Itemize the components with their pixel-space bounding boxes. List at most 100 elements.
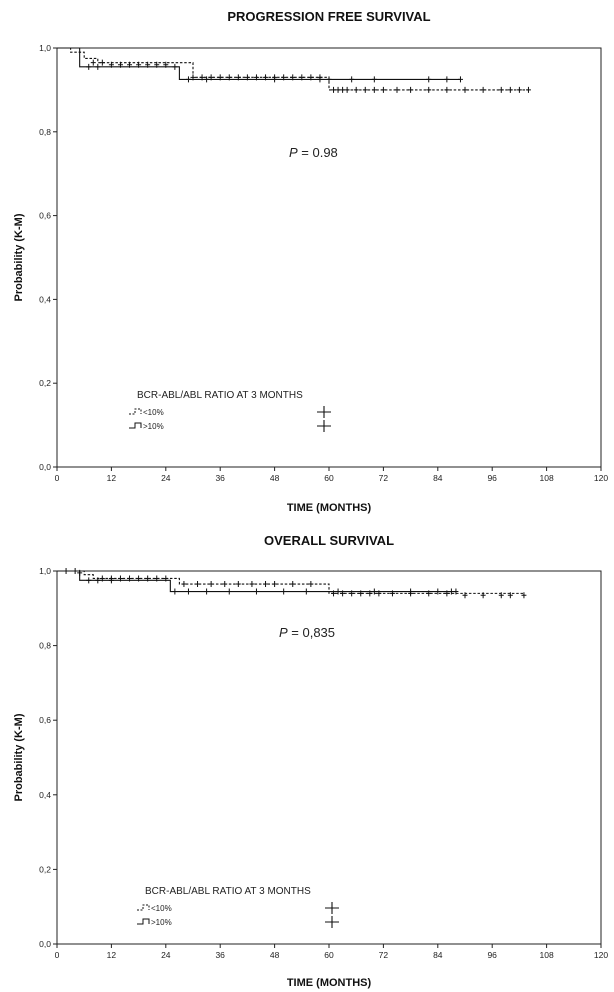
x-tick-label: 96 <box>487 473 497 483</box>
censor-mark <box>95 577 101 584</box>
x-tick-label: 108 <box>540 473 554 483</box>
censor-mark <box>344 86 350 93</box>
censor-mark <box>326 76 332 83</box>
censor-mark <box>235 581 241 588</box>
legend-entry-label: >10% <box>151 918 172 927</box>
censor-mark <box>303 588 309 595</box>
x-tick-label: 72 <box>379 473 389 483</box>
y-tick-label: 1,0 <box>39 43 51 53</box>
x-tick-label: 108 <box>540 950 554 960</box>
p-value-text: = 0.98 <box>298 145 338 160</box>
censor-mark <box>90 59 96 66</box>
censor-mark <box>272 76 278 83</box>
overall-survival-chart: OVERALL SURVIVAL 0 12 24 36 48 60 72 84 96 108 120 0… <box>13 533 608 989</box>
x-tick-label: 84 <box>433 950 443 960</box>
censor-mark <box>308 581 314 588</box>
censor-mark <box>426 76 432 83</box>
censor-mark <box>394 86 400 93</box>
y-tick-label: 0,8 <box>39 641 51 651</box>
y-tick-label: 0,0 <box>39 462 51 472</box>
y-tick-label: 0,6 <box>39 211 51 221</box>
y-tick-label: 1,0 <box>39 566 51 576</box>
x-tick-label: 24 <box>161 473 171 483</box>
censor-mark <box>185 76 191 83</box>
censor-mark <box>444 86 450 93</box>
censor-mark <box>253 588 259 595</box>
x-tick-label: 96 <box>487 950 497 960</box>
censor-mark <box>95 63 101 70</box>
censor-mark <box>108 577 114 584</box>
censor-mark <box>335 86 341 93</box>
x-tick-label: 24 <box>161 950 171 960</box>
legend-censor-sample <box>317 406 331 418</box>
censor-mark <box>208 581 214 588</box>
censor-mark <box>349 76 355 83</box>
x-tick-label: 60 <box>324 473 334 483</box>
legend-censor-sample <box>325 902 339 914</box>
x-tick-label: 48 <box>270 950 280 960</box>
censor-mark <box>516 86 522 93</box>
x-tick-label: 120 <box>594 950 608 960</box>
x-tick-label: 60 <box>324 950 334 960</box>
x-tick-label: 120 <box>594 473 608 483</box>
x-tick-label: 0 <box>55 950 60 960</box>
censor-mark <box>521 592 527 599</box>
chart-title: PROGRESSION FREE SURVIVAL <box>227 9 430 24</box>
censor-mark <box>498 592 504 599</box>
censor-mark <box>371 76 377 83</box>
x-tick-label: 0 <box>55 473 60 483</box>
x-tick-label: 12 <box>107 950 117 960</box>
y-tick-label: 0,6 <box>39 715 51 725</box>
censor-mark <box>408 588 414 595</box>
censor-mark <box>525 86 531 93</box>
progression-free-survival-chart: PROGRESSION FREE SURVIVAL 0 12 24 36 48 60 72 84… <box>13 9 608 514</box>
plot-frame <box>56 47 602 468</box>
censor-mark <box>340 86 346 93</box>
censor-mark <box>222 581 228 588</box>
survival-curve-lt10 <box>57 47 529 91</box>
censor-mark <box>86 63 92 70</box>
censor-mark <box>507 86 513 93</box>
censor-mark <box>371 588 377 595</box>
survival-curve-gt10 <box>57 570 456 593</box>
y-tick-label: 0,4 <box>39 790 51 800</box>
censor-mark <box>380 86 386 93</box>
y-tick-label: 0,0 <box>39 939 51 949</box>
censor-mark <box>448 588 454 595</box>
p-value-symbol: P <box>279 625 288 640</box>
censor-mark <box>435 588 441 595</box>
censor-mark <box>226 588 232 595</box>
censor-mark <box>172 588 178 595</box>
x-tick-label: 48 <box>270 473 280 483</box>
legend-line-sample <box>137 904 150 911</box>
censor-mark <box>290 581 296 588</box>
censor-mark <box>507 592 513 599</box>
censor-mark <box>498 86 504 93</box>
legend-title: BCR-ABL/ABL RATIO AT 3 MONTHS <box>145 886 311 897</box>
x-tick-label: 84 <box>433 473 443 483</box>
censor-mark <box>263 581 269 588</box>
censor-mark <box>480 592 486 599</box>
legend-title: BCR-ABL/ABL RATIO AT 3 MONTHS <box>137 390 303 401</box>
censor-mark <box>335 588 341 595</box>
censor-mark <box>204 76 210 83</box>
censor-mark <box>272 581 278 588</box>
censor-mark <box>204 588 210 595</box>
censor-mark <box>353 86 359 93</box>
censor-mark <box>408 86 414 93</box>
y-axis-label: Probability (K-M) <box>13 713 25 801</box>
x-tick-label: 72 <box>379 950 389 960</box>
legend-entry-label: <10% <box>151 904 172 913</box>
y-axis-label: Probability (K-M) <box>13 213 25 301</box>
censor-mark <box>99 59 105 66</box>
censor-mark <box>457 76 463 83</box>
y-tick-label: 0,4 <box>39 294 51 304</box>
censor-mark <box>480 86 486 93</box>
censor-mark <box>86 577 92 584</box>
censor-mark <box>362 86 368 93</box>
legend-entry-label: <10% <box>143 408 164 417</box>
censor-mark <box>331 86 337 93</box>
censor-mark <box>426 86 432 93</box>
survival-curve-gt10 <box>57 47 461 80</box>
